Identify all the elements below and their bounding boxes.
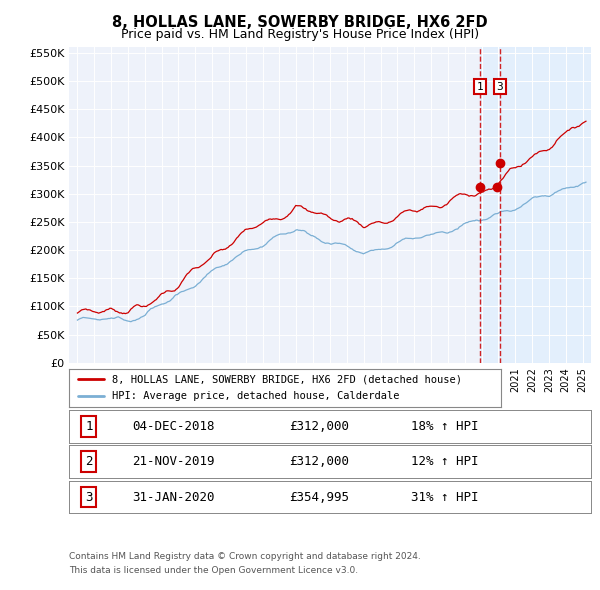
Text: 04-DEC-2018: 04-DEC-2018 — [132, 419, 215, 433]
Text: 21-NOV-2019: 21-NOV-2019 — [132, 455, 215, 468]
Text: Contains HM Land Registry data © Crown copyright and database right 2024.: Contains HM Land Registry data © Crown c… — [69, 552, 421, 560]
Text: 18% ↑ HPI: 18% ↑ HPI — [411, 419, 479, 433]
Text: 31-JAN-2020: 31-JAN-2020 — [132, 490, 215, 504]
Text: 1: 1 — [477, 81, 484, 91]
Text: HPI: Average price, detached house, Calderdale: HPI: Average price, detached house, Cald… — [112, 391, 400, 401]
Text: 3: 3 — [85, 490, 92, 504]
Text: 8, HOLLAS LANE, SOWERBY BRIDGE, HX6 2FD: 8, HOLLAS LANE, SOWERBY BRIDGE, HX6 2FD — [112, 15, 488, 30]
Text: This data is licensed under the Open Government Licence v3.0.: This data is licensed under the Open Gov… — [69, 566, 358, 575]
Text: 31% ↑ HPI: 31% ↑ HPI — [411, 490, 479, 504]
Text: £312,000: £312,000 — [290, 455, 350, 468]
Text: 8, HOLLAS LANE, SOWERBY BRIDGE, HX6 2FD (detached house): 8, HOLLAS LANE, SOWERBY BRIDGE, HX6 2FD … — [112, 375, 462, 385]
Text: 3: 3 — [496, 81, 503, 91]
Text: Price paid vs. HM Land Registry's House Price Index (HPI): Price paid vs. HM Land Registry's House … — [121, 28, 479, 41]
Text: 1: 1 — [85, 419, 92, 433]
Text: 12% ↑ HPI: 12% ↑ HPI — [411, 455, 479, 468]
Bar — [480, 47, 591, 363]
Text: £312,000: £312,000 — [290, 419, 350, 433]
Text: 2: 2 — [85, 455, 92, 468]
Text: £354,995: £354,995 — [290, 490, 350, 504]
